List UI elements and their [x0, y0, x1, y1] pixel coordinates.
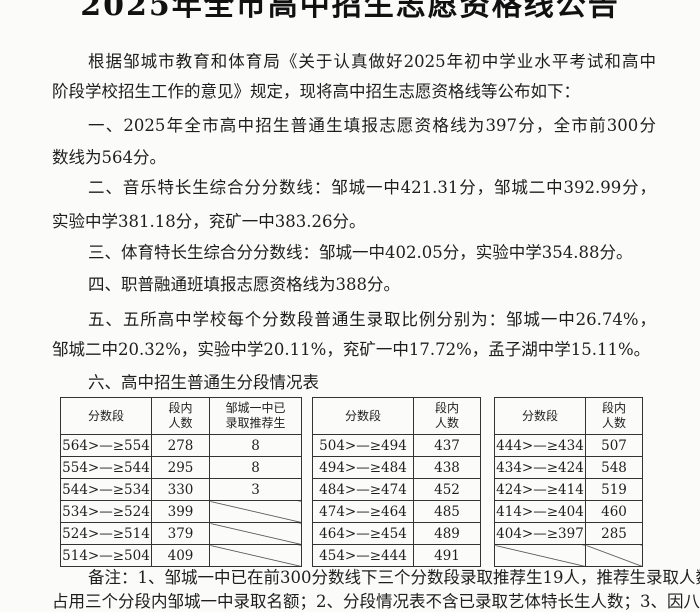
score-table-2: 分数段 段内 人数 504>—≥494 437 494>—≥484 438 484>—≥4… [312, 397, 481, 567]
document-title: 2025年全市高中招生志愿资格线公告 [80, 0, 620, 23]
recommended-cell: 8 [209, 456, 302, 479]
item-2-line-2: 实验中学381.18分，兖矿一中383.26分。 [52, 212, 366, 231]
score-range-cell: 464>—≥454 [312, 522, 414, 545]
header-range: 分数段 [312, 397, 414, 435]
table-row: 564>—≥554 278 8 [60, 434, 302, 457]
count-cell: 379 [151, 522, 210, 545]
count-cell: 485 [413, 500, 481, 523]
table-row: 434>—≥424 548 [494, 456, 643, 479]
table-row: 524>—≥514 379 [60, 522, 302, 545]
count-cell: 491 [413, 544, 481, 567]
score-range-cell: 434>—≥424 [494, 456, 586, 479]
item-3: 三、体育特长生综合分分数线：邹城一中402.05分，实验中学354.88分。 [88, 243, 633, 262]
table-row: 424>—≥414 519 [494, 478, 643, 501]
count-cell [585, 544, 643, 567]
table-row: 444>—≥434 507 [494, 434, 643, 457]
item-2-line-1: 二、音乐特长生综合分分数线：邹城一中421.31分，邹城二中392.99分， [88, 178, 656, 197]
table-row: 544>—≥534 330 3 [60, 478, 302, 501]
recommended-cell [209, 522, 302, 545]
table-row: 454>—≥444 491 [312, 544, 481, 567]
note-line-2: 占用三个分段内邹城一中录取名额；2、分段情况表不含已录取艺体特长生人数；3、因八… [52, 592, 700, 611]
count-cell: 438 [413, 456, 481, 479]
header-count: 段内 人数 [413, 397, 481, 435]
count-cell: 330 [151, 478, 210, 501]
table-row: 484>—≥474 452 [312, 478, 481, 501]
count-cell: 489 [413, 522, 481, 545]
count-cell: 278 [151, 434, 210, 457]
table-row: 414>—≥404 460 [494, 500, 643, 523]
header-recommended: 邹城一中已 录取推荐生 [209, 397, 302, 435]
score-range-cell: 484>—≥474 [312, 478, 414, 501]
intro-line-2: 阶段学校招生工作的意见》规定，现将高中招生志愿资格线等公布如下： [52, 82, 580, 101]
table-row: 504>—≥494 437 [312, 434, 481, 457]
header-count: 段内 人数 [585, 397, 643, 435]
count-cell: 519 [585, 478, 643, 501]
score-range-cell: 474>—≥464 [312, 500, 414, 523]
count-cell: 285 [585, 522, 643, 545]
recommended-cell [209, 544, 302, 567]
table-row: 404>—≥397 285 [494, 522, 643, 545]
count-cell: 460 [585, 500, 643, 523]
table-row: 474>—≥464 485 [312, 500, 481, 523]
note-line-1: 备注：1、邹城一中已在前300分数线下三个分数段录取推荐生19人，推荐生录取人数 [88, 568, 700, 587]
count-cell: 507 [585, 434, 643, 457]
score-table-3: 分数段 段内 人数 444>—≥434 507 434>—≥424 548 424>—≥4… [494, 397, 643, 567]
header-range: 分数段 [494, 397, 586, 435]
count-cell: 548 [585, 456, 643, 479]
item-4: 四、职普融通班填报志愿资格线为388分。 [88, 275, 400, 294]
count-cell: 452 [413, 478, 481, 501]
table-row: 514>—≥504 409 [60, 544, 302, 567]
item-6-heading: 六、高中招生普通生分段情况表 [88, 373, 319, 392]
score-range-cell: 534>—≥524 [60, 500, 152, 523]
table-row: 554>—≥544 295 8 [60, 456, 302, 479]
table-row [494, 544, 643, 567]
count-cell: 437 [413, 434, 481, 457]
score-range-cell: 444>—≥434 [494, 434, 586, 457]
recommended-cell: 8 [209, 434, 302, 457]
count-cell: 399 [151, 500, 210, 523]
table-row: 464>—≥454 489 [312, 522, 481, 545]
header-count: 段内 人数 [151, 397, 210, 435]
count-cell: 409 [151, 544, 210, 567]
recommended-cell: 3 [209, 478, 302, 501]
item-1-line-1: 一、2025年全市高中招生普通生填报志愿资格线为397分，全市前300分 [88, 116, 656, 135]
score-range-cell: 424>—≥414 [494, 478, 586, 501]
header-range: 分数段 [60, 397, 152, 435]
intro-line-1: 根据邹城市教育和体育局《关于认真做好2025年初中学业水平考试和高中 [88, 52, 656, 71]
score-range-cell: 494>—≥484 [312, 456, 414, 479]
score-range-cell: 554>—≥544 [60, 456, 152, 479]
table-row: 494>—≥484 438 [312, 456, 481, 479]
score-range-cell: 514>—≥504 [60, 544, 152, 567]
score-range-cell: 404>—≥397 [494, 522, 586, 545]
score-range-cell [494, 544, 586, 567]
score-range-cell: 454>—≥444 [312, 544, 414, 567]
score-range-cell: 544>—≥534 [60, 478, 152, 501]
score-range-cell: 504>—≥494 [312, 434, 414, 457]
count-cell: 295 [151, 456, 210, 479]
score-range-cell: 564>—≥554 [60, 434, 152, 457]
item-5-line-1: 五、五所高中学校每个分数段普通生录取比例分别为：邹城一中26.74%， [88, 310, 656, 329]
item-5-line-2: 邹城二中20.32%，实验中学20.11%，兖矿一中17.72%，孟子湖中学15… [52, 340, 651, 359]
item-1-line-2: 数线为564分。 [52, 148, 166, 167]
recommended-cell [209, 500, 302, 523]
table-row: 534>—≥524 399 [60, 500, 302, 523]
score-range-cell: 524>—≥514 [60, 522, 152, 545]
score-range-cell: 414>—≥404 [494, 500, 586, 523]
score-table-1: 分数段 段内 人数 邹城一中已 录取推荐生 564>—≥554 278 8 554>—≥5… [60, 397, 302, 567]
